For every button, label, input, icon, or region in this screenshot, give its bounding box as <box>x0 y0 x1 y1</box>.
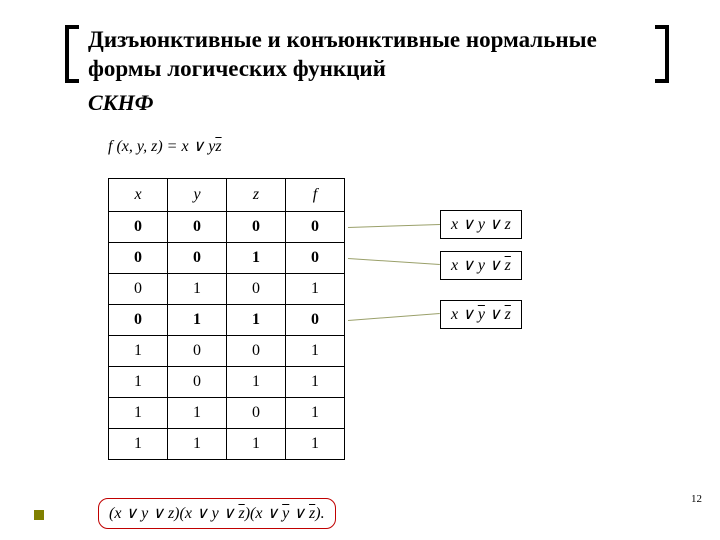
table-cell: 1 <box>109 398 168 429</box>
disjunct-box: x ∨ y ∨ z <box>440 300 522 329</box>
table-cell: 1 <box>227 429 286 460</box>
table-cell: 0 <box>227 274 286 305</box>
table-cell: 1 <box>109 429 168 460</box>
table-cell: 1 <box>227 243 286 274</box>
table-row: 0000 <box>109 212 345 243</box>
table-row: 1101 <box>109 398 345 429</box>
table-cell: 0 <box>286 305 345 336</box>
table-cell: 1 <box>168 274 227 305</box>
table-cell: 0 <box>227 398 286 429</box>
bottom-formula-wrap: (x ∨ y ∨ z)(x ∨ y ∨ z)(x ∨ y ∨ z). <box>98 498 336 529</box>
truth-table-body: 00000010010101101001101111011111 <box>109 212 345 460</box>
connector-line <box>348 313 440 321</box>
table-cell: 1 <box>168 429 227 460</box>
connector-line <box>348 224 440 228</box>
table-cell: 1 <box>109 367 168 398</box>
col-header: x <box>109 179 168 212</box>
table-row: 0010 <box>109 243 345 274</box>
table-cell: 1 <box>286 367 345 398</box>
table-cell: 1 <box>227 305 286 336</box>
disjunct-box: x ∨ y ∨ z <box>440 251 522 280</box>
col-header: y <box>168 179 227 212</box>
table-cell: 0 <box>109 212 168 243</box>
table-row: 0110 <box>109 305 345 336</box>
table-cell: 0 <box>168 212 227 243</box>
col-header: f <box>286 179 345 212</box>
table-cell: 0 <box>109 243 168 274</box>
table-cell: 1 <box>286 274 345 305</box>
table-row: 1111 <box>109 429 345 460</box>
table-cell: 0 <box>109 305 168 336</box>
table-cell: 0 <box>109 274 168 305</box>
top-formula: f (x, y, z) = x ∨ yz <box>108 136 222 156</box>
table-cell: 1 <box>168 305 227 336</box>
top-formula-prefix: f (x, y, z) = x ∨ y <box>108 138 215 155</box>
table-cell: 1 <box>286 429 345 460</box>
table-row: 1001 <box>109 336 345 367</box>
table-cell: 0 <box>227 212 286 243</box>
truth-table-header-row: xyzf <box>109 179 345 212</box>
page-number: 12 <box>691 493 702 505</box>
disjunct-box: x ∨ y ∨ z <box>440 210 522 239</box>
table-cell: 1 <box>286 336 345 367</box>
bottom-formula: (x ∨ y ∨ z)(x ∨ y ∨ z)(x ∨ y ∨ z). <box>98 498 336 529</box>
table-cell: 1 <box>227 367 286 398</box>
slide: Дизъюнктивные и конъюнктивные нормальные… <box>0 0 720 540</box>
table-row: 1011 <box>109 367 345 398</box>
table-cell: 0 <box>286 243 345 274</box>
table-cell: 0 <box>168 367 227 398</box>
table-row: 0101 <box>109 274 345 305</box>
table-cell: 0 <box>227 336 286 367</box>
title-block: Дизъюнктивные и конъюнктивные нормальные… <box>88 26 658 84</box>
title-bracket-left <box>65 25 79 83</box>
slide-subtitle: СКНФ <box>88 90 153 116</box>
table-cell: 0 <box>168 336 227 367</box>
truth-table: xyzf 00000010010101101001101111011111 <box>108 178 345 460</box>
connector-line <box>348 258 440 265</box>
table-cell: 1 <box>286 398 345 429</box>
col-header: z <box>227 179 286 212</box>
table-cell: 0 <box>286 212 345 243</box>
accent-bullet <box>34 510 44 520</box>
table-cell: 1 <box>109 336 168 367</box>
top-formula-overlined: z <box>215 138 221 155</box>
table-cell: 1 <box>168 398 227 429</box>
table-cell: 0 <box>168 243 227 274</box>
slide-title: Дизъюнктивные и конъюнктивные нормальные… <box>88 26 658 84</box>
